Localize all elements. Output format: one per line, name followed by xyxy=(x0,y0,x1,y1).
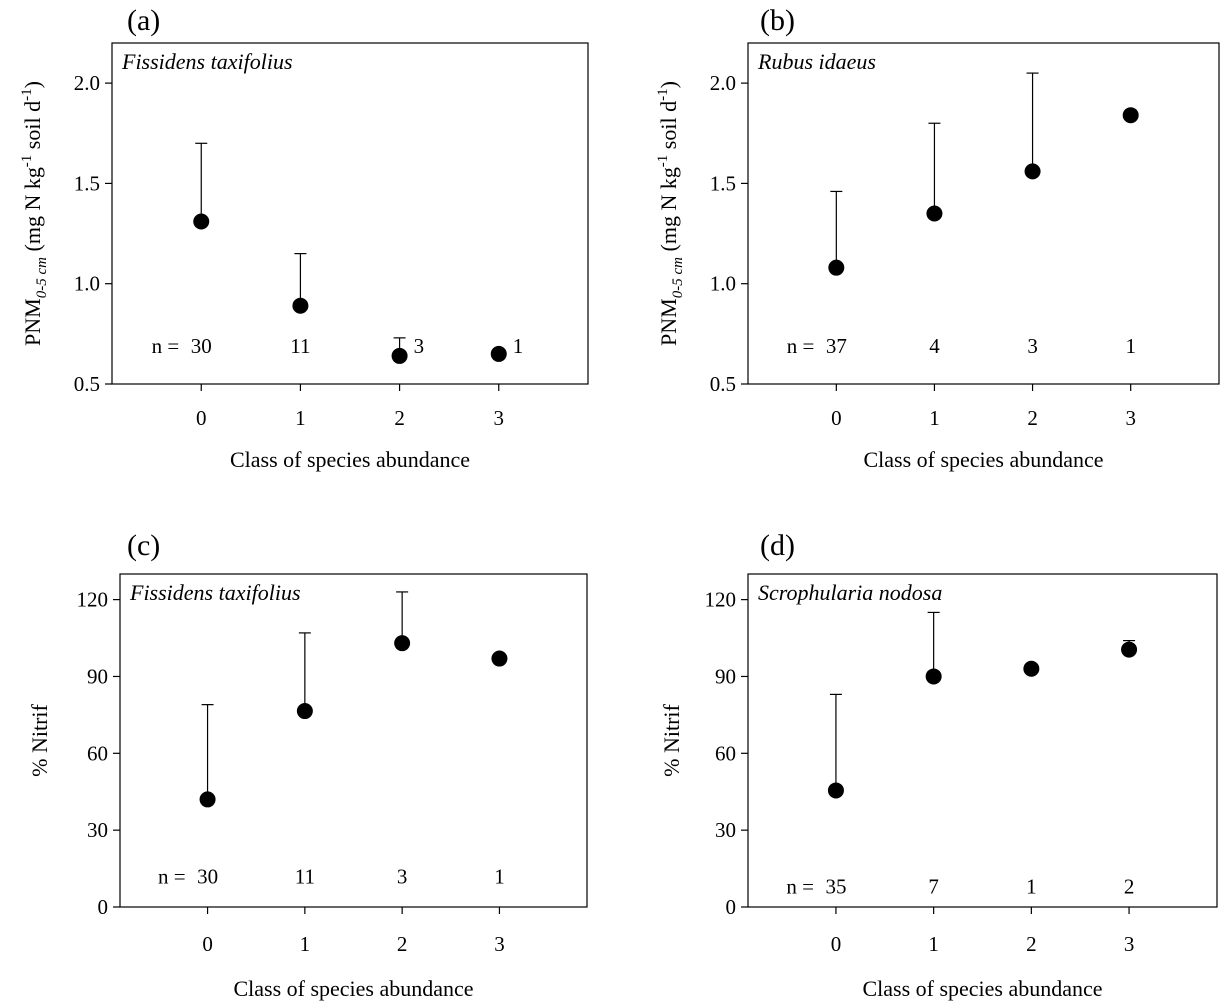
y-tick-label: 120 xyxy=(705,588,737,612)
y-tick-label: 0 xyxy=(726,895,737,919)
y-tick-label: 0.5 xyxy=(74,372,100,396)
x-axis-label: Class of species abundance xyxy=(863,447,1103,472)
n-prefix: n = xyxy=(158,864,186,888)
n-value: 11 xyxy=(290,334,310,358)
x-tick-label: 3 xyxy=(494,932,505,956)
panel-label: (c) xyxy=(127,529,160,562)
x-axis-label: Class of species abundance xyxy=(862,976,1102,1001)
data-point xyxy=(394,635,411,652)
chart-panel-3: (d) Scrophularia nodosa 0 30 60 90 120 0 1 2 3 Clas… xyxy=(659,529,1218,1001)
y-axis-label: PNM0-5 cm (mg N kg-1 soil d-1) xyxy=(19,81,50,346)
n-value: 7 xyxy=(928,875,939,899)
data-point xyxy=(391,347,408,364)
x-tick-label: 3 xyxy=(1124,932,1135,956)
plot-frame xyxy=(747,573,1218,908)
data-point xyxy=(1023,660,1040,677)
species-label: Rubus idaeus xyxy=(757,49,876,74)
x-tick-label: 0 xyxy=(202,932,213,956)
x-tick-label: 2 xyxy=(1027,406,1038,430)
panel-label: (d) xyxy=(760,529,795,562)
species-label: Fissidens taxifolius xyxy=(121,49,293,74)
x-tick-label: 3 xyxy=(494,406,505,430)
data-point xyxy=(926,205,943,222)
n-value: 1 xyxy=(1125,334,1136,358)
x-axis-label: Class of species abundance xyxy=(230,447,470,472)
data-point xyxy=(296,703,313,720)
n-value: 37 xyxy=(826,334,847,358)
data-point xyxy=(199,791,216,808)
plot-frame xyxy=(747,42,1220,385)
y-axis-label: PNM0-5 cm (mg N kg-1 soil d-1) xyxy=(655,81,686,346)
data-point xyxy=(491,650,508,667)
plot-frame xyxy=(111,42,589,385)
x-tick-label: 0 xyxy=(831,406,842,430)
n-value: 11 xyxy=(295,864,315,888)
plot-frame xyxy=(119,573,588,908)
n-value: 3 xyxy=(1027,334,1038,358)
y-tick-label: 1.0 xyxy=(710,272,736,296)
n-value: 30 xyxy=(191,334,212,358)
x-tick-label: 1 xyxy=(295,406,306,430)
x-tick-label: 1 xyxy=(928,932,939,956)
data-point xyxy=(827,782,844,799)
y-axis-label: % Nitrif xyxy=(659,703,684,776)
panel-label: (a) xyxy=(127,4,160,37)
data-point xyxy=(1122,107,1139,124)
data-point xyxy=(1121,641,1138,658)
x-tick-label: 2 xyxy=(397,932,408,956)
x-tick-label: 1 xyxy=(300,932,311,956)
y-tick-label: 30 xyxy=(715,818,736,842)
chart-panel-2: (c) Fissidens taxifolius 0 30 60 90 120 0 1 2 3 Cla… xyxy=(27,529,588,1001)
chart-panel-1: (b) Rubus idaeus 0.5 1.0 1.5 2.0 0 1 2 3 Class of … xyxy=(655,4,1220,472)
n-prefix: n = xyxy=(787,334,815,358)
y-tick-label: 0.5 xyxy=(710,372,736,396)
x-tick-label: 2 xyxy=(394,406,405,430)
data-point xyxy=(1024,163,1041,180)
n-value: 4 xyxy=(929,334,940,358)
n-value: 2 xyxy=(1124,875,1135,899)
y-tick-label: 90 xyxy=(87,664,108,688)
x-axis-label: Class of species abundance xyxy=(233,976,473,1001)
y-tick-label: 1.5 xyxy=(74,171,100,195)
y-tick-label: 60 xyxy=(715,741,736,765)
data-point xyxy=(490,345,507,362)
x-tick-label: 0 xyxy=(196,406,207,430)
n-prefix: n = xyxy=(786,875,814,899)
n-value: 3 xyxy=(397,864,408,888)
y-tick-label: 2.0 xyxy=(710,71,736,95)
data-point xyxy=(925,668,942,685)
n-value: 35 xyxy=(825,875,846,899)
y-tick-label: 60 xyxy=(87,741,108,765)
x-tick-label: 3 xyxy=(1125,406,1136,430)
n-value: 30 xyxy=(197,864,218,888)
data-point xyxy=(828,259,845,276)
y-tick-label: 0 xyxy=(98,895,109,919)
y-axis-label: % Nitrif xyxy=(27,703,52,776)
y-tick-label: 90 xyxy=(715,664,736,688)
n-value: 1 xyxy=(1026,875,1037,899)
y-tick-label: 120 xyxy=(77,588,109,612)
data-point xyxy=(193,213,210,230)
y-tick-label: 30 xyxy=(87,818,108,842)
x-tick-label: 0 xyxy=(831,932,842,956)
species-label: Scrophularia nodosa xyxy=(758,580,942,605)
n-value: 1 xyxy=(494,864,505,888)
y-tick-label: 1.5 xyxy=(710,171,736,195)
data-point xyxy=(292,297,309,314)
x-tick-label: 1 xyxy=(929,406,940,430)
y-tick-label: 1.0 xyxy=(74,272,100,296)
x-tick-label: 2 xyxy=(1026,932,1037,956)
panel-label: (b) xyxy=(760,4,795,37)
n-value: 3 xyxy=(414,334,425,358)
n-prefix: n = xyxy=(152,334,180,358)
n-value: 1 xyxy=(513,334,524,358)
y-tick-label: 2.0 xyxy=(74,71,100,95)
species-label: Fissidens taxifolius xyxy=(129,580,301,605)
